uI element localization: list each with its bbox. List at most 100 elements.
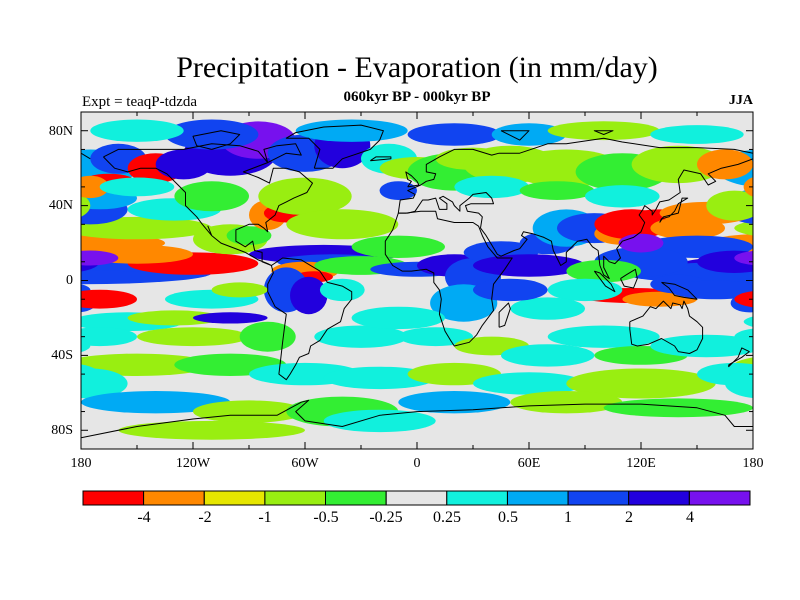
colorbar-swatch [567,490,630,506]
colorbar-swatch [203,490,266,506]
anomaly-region [454,175,529,199]
anomaly-region [81,327,137,347]
anomaly-region [25,149,81,179]
anomaly-region [650,125,744,144]
anomaly-region [753,391,800,413]
anomaly-region [81,250,119,266]
anomaly-region [473,372,585,395]
colorbar-swatch [143,490,205,506]
colorbar-label: -0.25 [369,509,403,526]
colorbar-label: -1 [258,509,272,526]
anomaly-region [669,280,753,300]
anomaly-region [734,250,753,266]
anomaly-region [319,278,365,302]
anomaly-region [81,391,231,414]
anomaly-region [81,175,109,199]
lon-tick-label: 180 [70,456,92,471]
anomaly-region [99,177,175,197]
colorbar-label: 2 [625,509,633,526]
anomaly-region [379,181,417,201]
coastline [263,143,302,164]
coastline [398,158,753,280]
anomaly-region [566,259,641,283]
anomaly-region [491,123,567,146]
lon-tick-label: 0 [413,456,421,471]
anomaly-region [323,409,436,433]
colorbar-label: -4 [137,509,151,526]
colorbar-swatch [82,490,145,506]
anomaly-region [90,119,184,142]
coastline [593,270,616,293]
anomaly-region [81,289,137,309]
anomaly-region [193,312,268,324]
anomaly-region [81,216,212,240]
anomaly-region [174,181,249,212]
lat-tick-label: 40S [51,348,73,363]
anomaly-region [631,145,725,184]
axis-ticks [80,111,754,450]
colorbar-label: 1 [564,509,572,526]
anomaly-region [697,250,753,273]
anomaly-region [314,325,408,348]
anomaly-region [510,391,623,414]
anomaly-region [323,366,436,390]
lon-tick-label: 60W [291,456,319,471]
experiment-label: Expt = teaqP-tdzda [82,94,198,110]
season-label: JJA [728,93,753,108]
lat-tick-label: 0 [66,273,73,288]
colorbar-swatch [446,490,508,506]
anomaly-region [118,420,305,440]
anomaly-region [547,325,660,348]
lon-tick-label: 120W [175,456,211,471]
anomaly-region [519,181,595,201]
anomaly-region [81,353,212,376]
coastline [81,399,753,439]
chart-title: Precipitation - Evaporation (in mm/day) [176,51,658,84]
anomaly-region [743,316,753,327]
anomaly-region [0,236,81,258]
coastline [593,130,614,135]
coastline [103,143,313,266]
anomaly-field [0,112,800,449]
colorbar-swatch [264,490,326,506]
lon-tick-label: 60E [517,456,541,471]
coastline [620,268,638,289]
anomaly-region [603,398,753,418]
colorbar-label: 4 [686,509,694,526]
anomaly-region [290,276,328,315]
anomaly-region [239,321,296,352]
anomaly-region [566,368,716,399]
anomaly-region [127,310,221,326]
colorbar [82,490,751,506]
lat-tick-label: 80N [48,124,73,139]
coastline [370,156,392,162]
coastline [659,197,689,223]
anomaly-region [286,209,399,240]
lat-tick-label: 80S [51,423,73,438]
colorbar-label: 0.25 [433,509,461,526]
coastlines [81,124,753,439]
anomaly-region [81,339,91,353]
anomaly-region [473,254,585,277]
anomaly-region [193,400,305,423]
coastline [81,152,91,160]
anomaly-region [258,177,352,215]
anomaly-region [0,398,81,417]
lon-tick-label: 180 [742,456,764,471]
anomaly-region [407,123,501,146]
coastline [728,347,750,368]
anomaly-region [618,233,664,253]
colorbar-swatch [507,490,569,506]
coastline [397,137,753,214]
anomaly-region [501,344,595,367]
anomaly-region [706,190,753,221]
anomaly-region [295,119,408,142]
anomaly-region [585,185,660,208]
colorbar-swatch [325,490,387,506]
anomaly-region [734,220,753,236]
anomaly-region [351,235,445,258]
colorbar-swatch [628,490,690,506]
anomaly-region [725,368,753,399]
coastline [192,130,241,150]
coastline [384,210,513,347]
